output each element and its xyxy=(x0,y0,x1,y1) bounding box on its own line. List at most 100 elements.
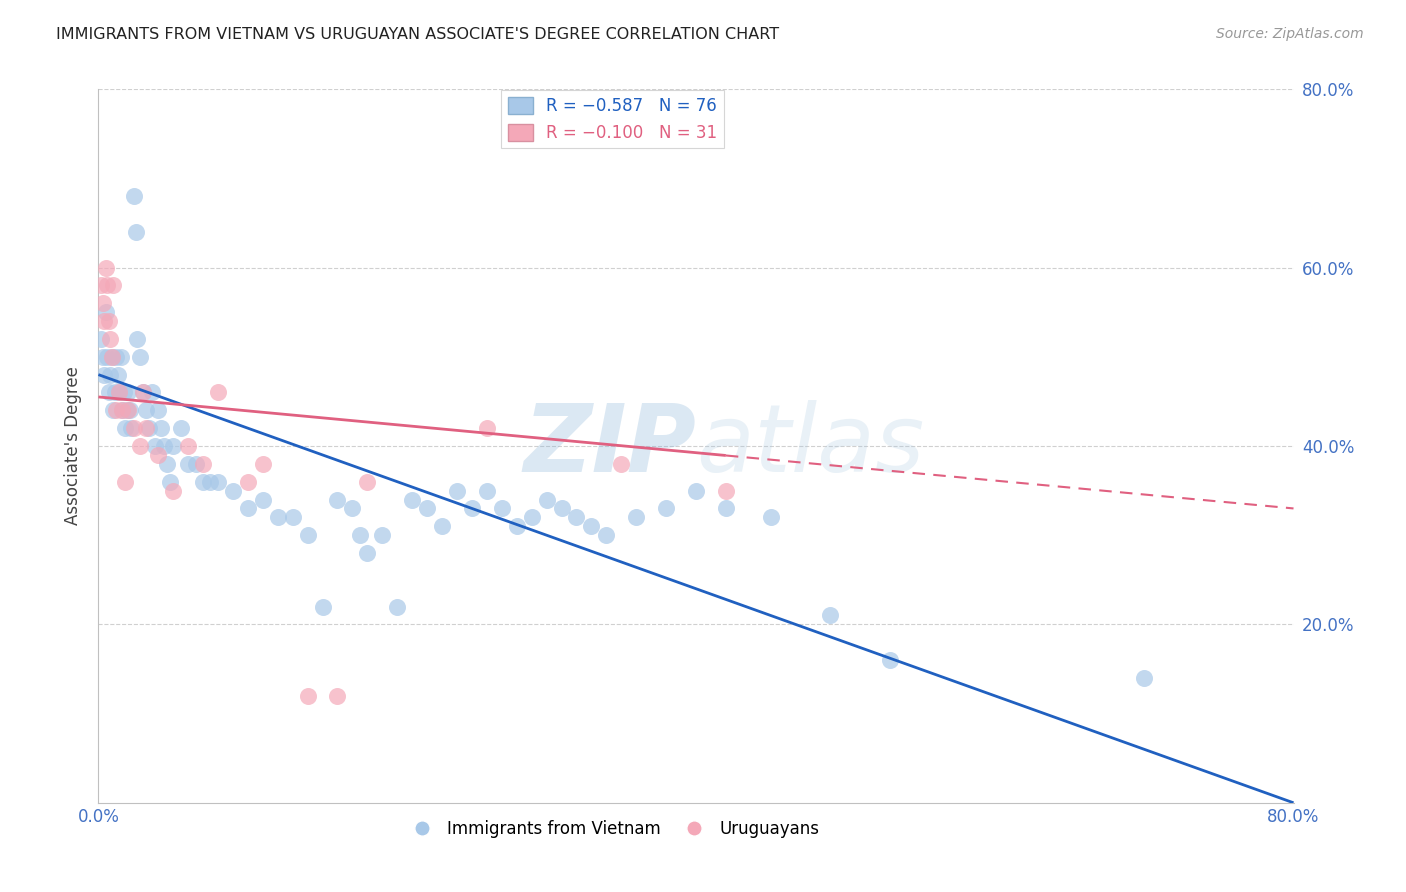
Point xyxy=(138,421,160,435)
Point xyxy=(98,368,122,382)
Point xyxy=(148,403,170,417)
Point xyxy=(536,492,558,507)
Point xyxy=(267,510,290,524)
Point xyxy=(148,448,170,462)
Point xyxy=(356,475,378,489)
Point xyxy=(207,385,229,400)
Point xyxy=(177,457,200,471)
Point xyxy=(159,475,181,489)
Point xyxy=(132,385,155,400)
Point xyxy=(475,421,498,435)
Point xyxy=(124,421,146,435)
Point xyxy=(759,510,782,524)
Point xyxy=(297,528,319,542)
Point xyxy=(108,385,131,400)
Y-axis label: Associate's Degree: Associate's Degree xyxy=(65,367,83,525)
Point xyxy=(112,385,135,400)
Point xyxy=(446,483,468,498)
Point xyxy=(491,501,513,516)
Point xyxy=(129,439,152,453)
Point xyxy=(595,528,617,542)
Point xyxy=(401,492,423,507)
Point xyxy=(117,403,139,417)
Point xyxy=(98,332,122,346)
Point xyxy=(356,546,378,560)
Text: IMMIGRANTS FROM VIETNAM VS URUGUAYAN ASSOCIATE'S DEGREE CORRELATION CHART: IMMIGRANTS FROM VIETNAM VS URUGUAYAN ASS… xyxy=(56,27,779,42)
Point xyxy=(96,350,118,364)
Point xyxy=(169,421,191,435)
Point xyxy=(236,475,259,489)
Point xyxy=(252,457,274,471)
Point xyxy=(191,457,214,471)
Point xyxy=(184,457,207,471)
Point xyxy=(97,314,120,328)
Point xyxy=(506,519,529,533)
Point xyxy=(91,296,114,310)
Point xyxy=(200,475,222,489)
Point xyxy=(103,403,125,417)
Point xyxy=(110,350,132,364)
Point xyxy=(124,189,146,203)
Point xyxy=(118,403,141,417)
Point xyxy=(141,385,163,400)
Point xyxy=(135,421,157,435)
Point xyxy=(162,483,184,498)
Point xyxy=(129,350,152,364)
Point xyxy=(114,475,136,489)
Point xyxy=(105,403,128,417)
Point xyxy=(135,403,157,417)
Text: Source: ZipAtlas.com: Source: ZipAtlas.com xyxy=(1216,27,1364,41)
Point xyxy=(1133,671,1156,685)
Point xyxy=(125,225,148,239)
Point xyxy=(101,350,124,364)
Point xyxy=(94,260,117,275)
Point xyxy=(104,385,127,400)
Point xyxy=(475,483,498,498)
Point xyxy=(461,501,484,516)
Legend: Immigrants from Vietnam, Uruguayans: Immigrants from Vietnam, Uruguayans xyxy=(399,814,825,845)
Text: ZIP: ZIP xyxy=(523,400,696,492)
Point xyxy=(565,510,588,524)
Point xyxy=(177,439,200,453)
Point xyxy=(326,689,349,703)
Point xyxy=(91,350,114,364)
Point xyxy=(326,492,349,507)
Point xyxy=(93,314,115,328)
Point xyxy=(385,599,409,614)
Point xyxy=(107,368,129,382)
Point xyxy=(236,501,259,516)
Point xyxy=(101,350,124,364)
Point xyxy=(105,350,128,364)
Point xyxy=(252,492,274,507)
Point xyxy=(114,421,136,435)
Point xyxy=(94,305,117,319)
Point xyxy=(117,385,139,400)
Point xyxy=(879,653,901,667)
Point xyxy=(108,385,131,400)
Point xyxy=(156,457,179,471)
Point xyxy=(97,385,120,400)
Point xyxy=(311,599,333,614)
Point xyxy=(714,501,737,516)
Point xyxy=(127,332,149,346)
Point xyxy=(143,439,166,453)
Point xyxy=(371,528,394,542)
Point xyxy=(222,483,245,498)
Point xyxy=(281,510,304,524)
Point xyxy=(150,421,173,435)
Point xyxy=(520,510,543,524)
Point xyxy=(430,519,453,533)
Point xyxy=(626,510,648,524)
Point xyxy=(93,368,115,382)
Point xyxy=(115,403,138,417)
Point xyxy=(207,475,229,489)
Point xyxy=(550,501,572,516)
Point xyxy=(610,457,633,471)
Point xyxy=(111,403,134,417)
Point xyxy=(120,421,142,435)
Point xyxy=(132,385,155,400)
Point xyxy=(96,278,118,293)
Point xyxy=(349,528,371,542)
Point xyxy=(103,278,125,293)
Point xyxy=(655,501,678,516)
